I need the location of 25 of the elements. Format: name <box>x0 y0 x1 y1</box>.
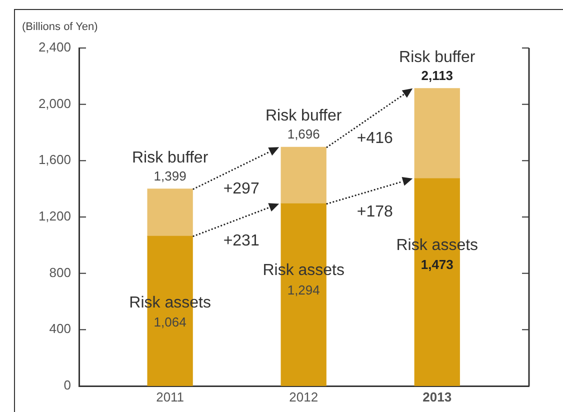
total-label: 1,696 <box>287 126 320 142</box>
x-tick-label: 2011 <box>156 389 184 404</box>
y-tick-label: 800 <box>49 264 71 280</box>
x-tick-label: 2013 <box>422 389 452 404</box>
series-label: Risk buffer <box>266 108 342 125</box>
text: Risk buffer <box>399 48 476 66</box>
annotation: +178 <box>356 204 393 221</box>
data-label: 1,064 <box>154 314 186 330</box>
y-tick-label: 2,400 <box>38 40 71 55</box>
annotation: +231 <box>223 232 260 250</box>
y-tick-label: 0 <box>64 378 71 393</box>
x-tick-label: 2012 <box>289 389 318 404</box>
y-tick-label: 1,200 <box>38 208 71 224</box>
total-label: 2,113 <box>421 68 454 83</box>
bar <box>280 146 326 204</box>
y-tick-label: 400 <box>49 321 71 336</box>
data-label: 1,473 <box>420 257 454 272</box>
data-label: 1,294 <box>287 282 320 298</box>
y-axis-title: (Billions of Yen) <box>22 21 98 34</box>
annotation: +416 <box>356 130 393 148</box>
y-tick-label: 2,000 <box>38 96 71 111</box>
annotation: +297 <box>223 180 260 198</box>
text: Risk buffer <box>132 149 208 166</box>
y-tick-label: 1,600 <box>38 152 71 168</box>
total-label: 1,399 <box>154 168 186 184</box>
